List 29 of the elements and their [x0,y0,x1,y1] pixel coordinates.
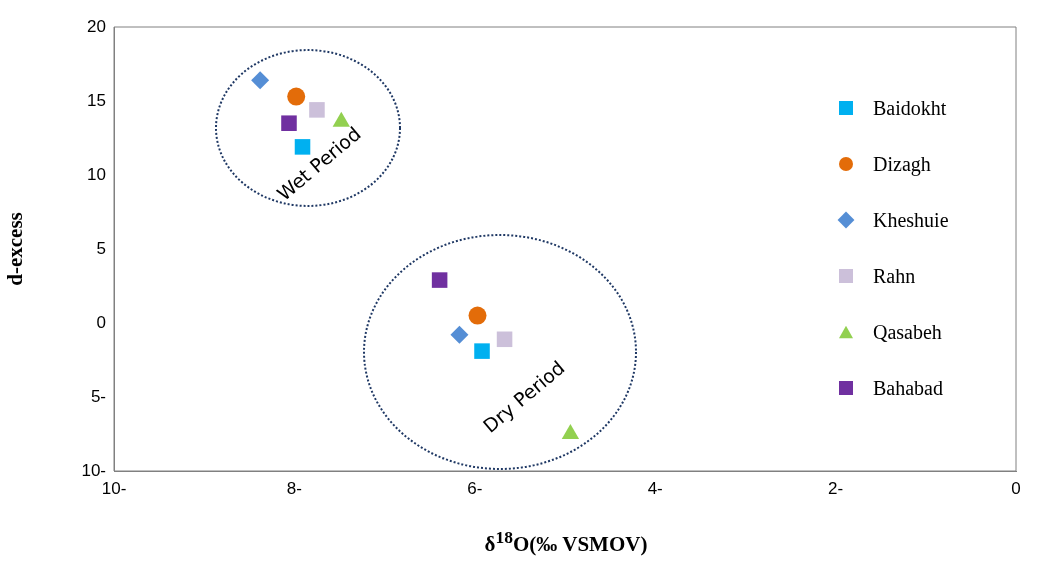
point [281,115,297,131]
point [309,102,325,118]
y-axis-title: d-excess [3,212,28,286]
point [474,343,490,359]
point [251,71,270,90]
y-tick-label: 5- [90,386,106,406]
y-tick-label: 10- [81,460,106,480]
y-tick-label: 10 [87,164,106,184]
x-tick-label: 6- [467,478,483,498]
y-tick-label: 20 [87,16,106,36]
point [450,325,469,344]
legend-label: Qasabeh [873,320,942,344]
point [496,331,513,348]
x-axis-title: δ$^{18}$O(‰ VSMOV) [483,527,649,557]
y-tick-label: 5 [96,238,106,258]
point [468,306,487,325]
legend-label: Bahabad [873,376,943,400]
x-tick-label: 2- [828,478,844,498]
y-tick-label: 15 [87,90,106,110]
legend-label: Baidokht [873,96,947,120]
x-tick-label: 4- [647,478,663,498]
point [431,272,448,288]
x-tick-label: 0 [1011,478,1021,498]
y-tick-label: 0 [96,312,106,332]
legend-label: Kheshuie [873,208,949,232]
legend-label: Dizagh [873,152,931,176]
x-tick-label: 8- [286,478,302,498]
legend-label: Rahn [873,264,916,288]
point [287,87,306,106]
